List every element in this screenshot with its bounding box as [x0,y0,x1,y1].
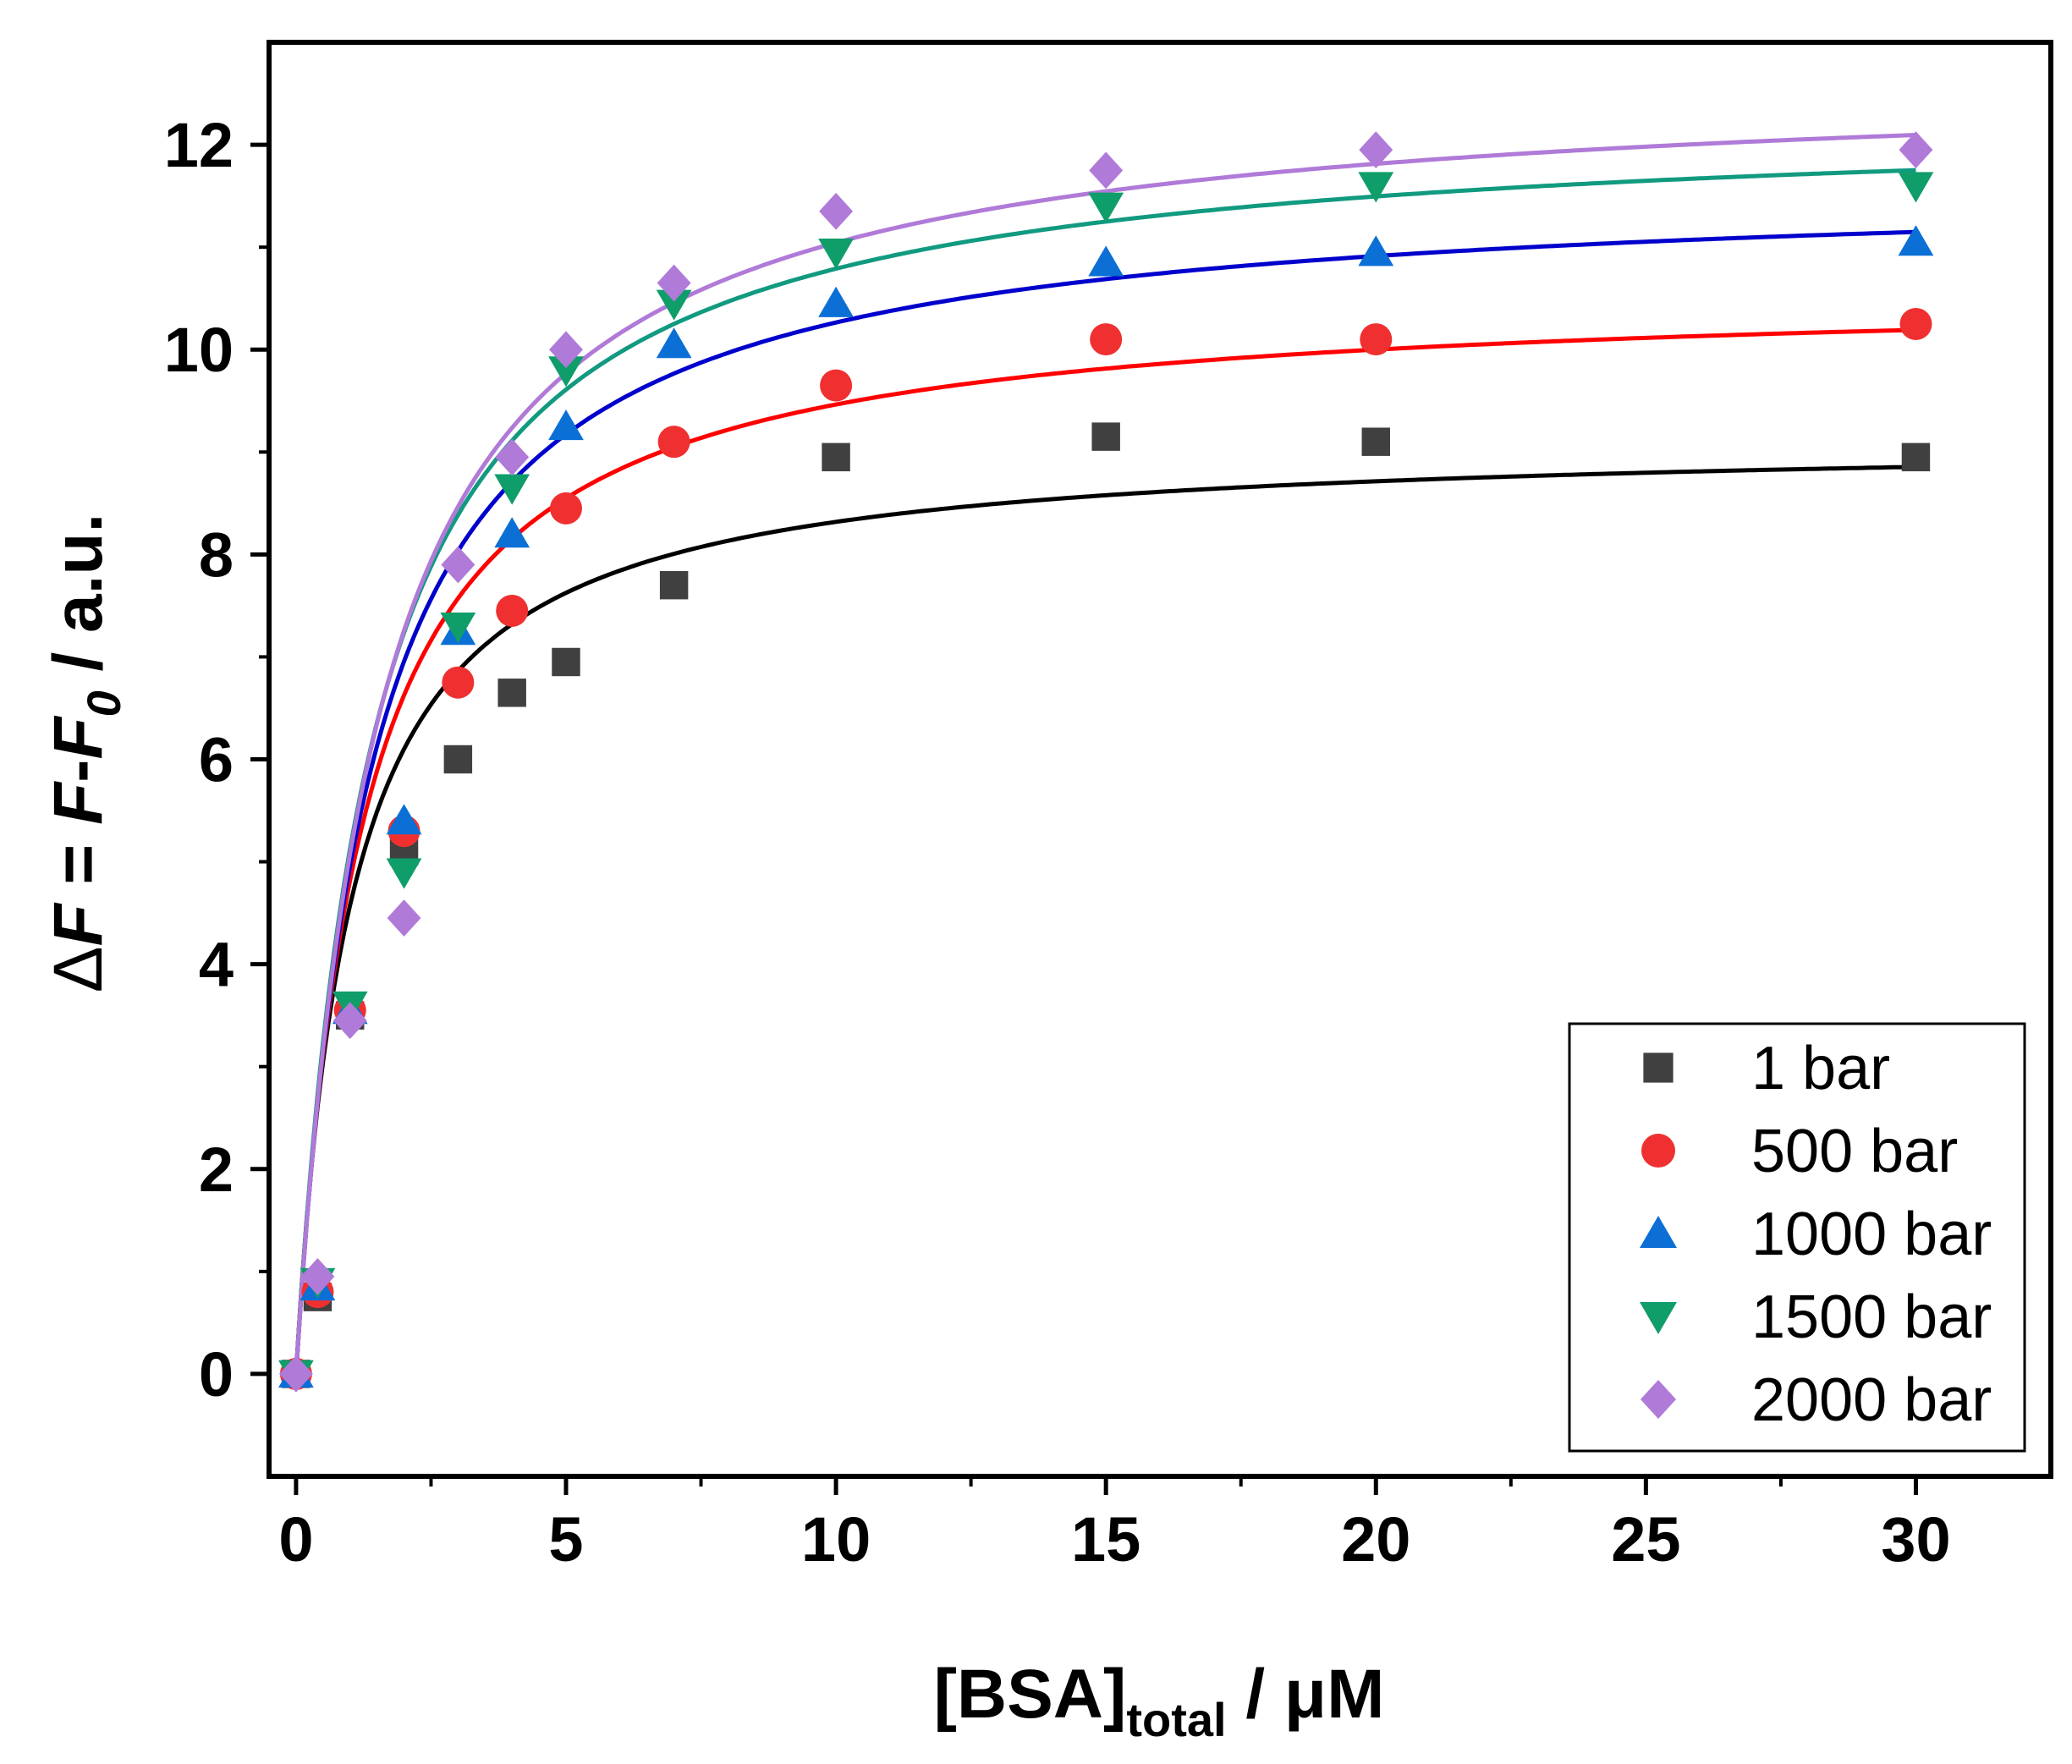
legend-label-1000-bar: 1000 bar [1751,1201,1992,1268]
data-point [496,594,529,627]
legend-marker-1000-bar [1640,1216,1677,1248]
y-axis-title-delta: Δ [40,947,117,993]
data-point [657,426,690,459]
y-tick-label-6: 6 [199,725,234,795]
legend-label-2000-bar: 2000 bar [1751,1366,1992,1434]
y-axis-title-rest: / a.u. [40,514,117,691]
x-axis-title-main: [BSA] [934,1656,1127,1733]
data-point [818,286,854,317]
y-axis-title-eq: = [40,825,117,904]
data-point [656,289,692,321]
y-axis-ticks: 0 2 4 6 8 10 12 [164,110,269,1410]
x-tick-label-30: 30 [1881,1504,1950,1574]
legend-marker-1-bar [1643,1052,1674,1083]
y-tick-label-8: 8 [199,519,234,590]
data-points [278,131,1934,1393]
data-point [386,804,422,835]
legend-box [1568,1022,2026,1453]
data-point [441,546,475,584]
data-point [333,1002,367,1040]
y-axis-title-f0: F [40,716,117,760]
data-point [550,492,582,525]
data-point [440,612,476,644]
data-point [442,666,475,699]
x-axis-title-rest: / μM [1227,1656,1385,1733]
legend-label-1-bar: 1 bar [1751,1035,1890,1102]
y-tick-label-10: 10 [164,315,234,385]
x-axis-title: [BSA]total / μM [934,1656,1385,1746]
data-point [1898,172,1934,203]
y-axis-title-f2: F [40,781,117,825]
data-point [657,264,691,302]
x-tick-label-0: 0 [278,1504,313,1574]
legend-marker-500-bar [1641,1134,1675,1168]
x-tick-label-15: 15 [1071,1504,1140,1574]
legend-label-500-bar: 500 bar [1751,1118,1958,1185]
legend-marker-1500-bar [1640,1302,1677,1334]
data-point [1899,307,1932,340]
data-point [1088,192,1124,223]
x-axis-title-subscript: total [1126,1693,1226,1746]
data-point [1360,323,1393,356]
data-point [443,745,473,774]
legend-marker-2000-bar [1641,1380,1676,1419]
y-tick-label-4: 4 [199,930,234,1000]
series-2000-bar [278,131,1933,1393]
data-point [656,327,692,359]
data-point [1901,442,1931,472]
data-point [494,474,530,505]
data-point [820,369,853,402]
y-axis-title-f: F [40,903,117,947]
data-point [387,899,421,937]
data-point [552,647,580,677]
data-point [1090,323,1123,356]
y-tick-label-12: 12 [164,110,234,180]
data-point [1358,172,1394,203]
data-point [1899,131,1933,168]
data-point [659,570,689,600]
data-point [1898,225,1934,256]
data-point [1359,131,1393,168]
data-point [1361,427,1390,456]
data-point [495,438,530,476]
y-axis-title-dash: - [40,760,117,783]
data-point [386,858,422,889]
data-point [494,517,530,548]
x-tick-label-10: 10 [801,1504,871,1574]
legend-label-1500-bar: 1500 bar [1751,1283,1992,1351]
data-point [818,239,854,270]
x-tick-label-25: 25 [1611,1504,1680,1574]
data-point [548,356,584,387]
x-tick-label-20: 20 [1341,1504,1410,1574]
data-point [300,1258,335,1295]
data-point [819,192,854,230]
x-axis-ticks: 0 5 10 15 20 25 30 [278,1476,1951,1574]
y-axis-title-sub0: 0 [77,690,130,717]
y-tick-label-0: 0 [199,1339,234,1410]
fit-curve-1-bar [294,464,1916,1375]
data-point [1089,151,1124,190]
data-point [549,331,583,369]
data-point [1088,245,1124,277]
y-tick-label-2: 2 [199,1135,234,1205]
legend: 1 bar 500 bar 1000 bar 1500 bar 2000 bar [1568,1022,2026,1453]
x-tick-label-5: 5 [548,1504,583,1574]
y-axis-title: ΔF = F-F0 / a.u. [40,514,130,993]
data-point [497,679,526,707]
data-point [1091,422,1120,451]
data-point [1358,235,1394,267]
data-point [548,409,584,441]
data-point [822,442,850,472]
data-point [278,1355,313,1393]
